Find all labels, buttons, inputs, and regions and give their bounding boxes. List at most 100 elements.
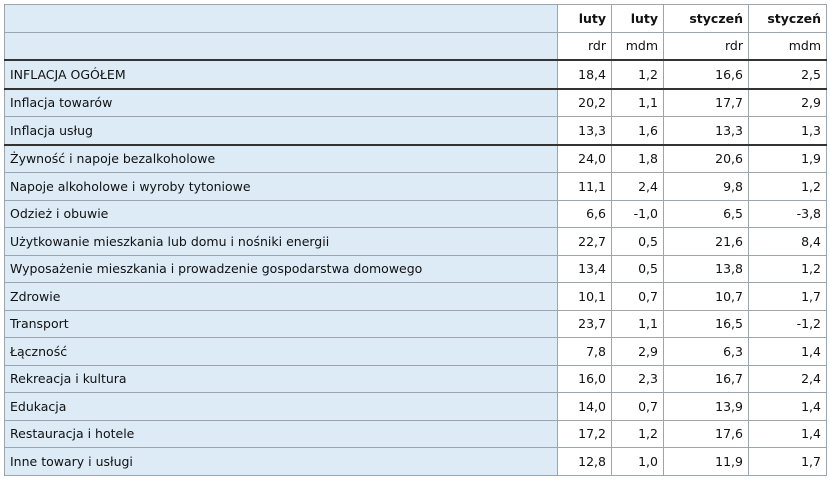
row-label-cell: Wyposażenie mieszkania i prowadzenie gos…	[4, 254, 558, 283]
value-cell: 1,4	[748, 392, 827, 421]
value-cell: 13,8	[663, 254, 749, 283]
value-cell: 6,3	[663, 337, 749, 366]
value-cell: 13,3	[663, 116, 749, 145]
header-corner-cell	[4, 4, 558, 33]
row-label-cell: Inne towary i usługi	[4, 447, 558, 476]
value-cell: 6,6	[557, 199, 612, 228]
value-cell: 23,7	[557, 309, 612, 338]
table-row: INFLACJA OGÓŁEM 18,4 1,2 16,6 2,5	[4, 59, 827, 89]
header-row-months: luty luty styczeń styczeń	[4, 4, 827, 33]
header-month-cell: styczeń	[748, 4, 827, 33]
value-cell: 1,4	[748, 419, 827, 448]
row-label-cell: INFLACJA OGÓŁEM	[4, 59, 558, 89]
row-label-cell: Użytkowanie mieszkania lub domu i nośnik…	[4, 227, 558, 256]
row-label-cell: Napoje alkoholowe i wyroby tytoniowe	[4, 172, 558, 201]
value-cell: 12,8	[557, 447, 612, 476]
inflation-table: luty luty styczeń styczeń rdr mdm rdr md…	[4, 4, 827, 476]
value-cell: 22,7	[557, 227, 612, 256]
value-cell: 2,5	[748, 59, 827, 89]
header-base-cell: mdm	[748, 31, 827, 61]
value-cell: 1,4	[748, 337, 827, 366]
value-cell: 1,7	[748, 282, 827, 311]
row-label-cell: Odzież i obuwie	[4, 199, 558, 228]
value-cell: 10,1	[557, 282, 612, 311]
table-row: Żywność i napoje bezalkoholowe 24,0 1,8 20,…	[4, 143, 827, 173]
header-row-bases: rdr mdm rdr mdm	[4, 31, 827, 61]
value-cell: 1,2	[611, 59, 664, 89]
table-body: INFLACJA OGÓŁEM 18,4 1,2 16,6 2,5 Inflacja to…	[4, 59, 827, 476]
table-row: Zdrowie 10,1 0,7 10,7 1,7	[4, 282, 827, 311]
row-label-cell: Zdrowie	[4, 282, 558, 311]
table-row: Odzież i obuwie 6,6 -1,0 6,5 -3,8	[4, 199, 827, 228]
value-cell: 16,7	[663, 364, 749, 393]
value-cell: 2,4	[611, 172, 664, 201]
value-cell: 20,2	[557, 87, 612, 117]
value-cell: -1,0	[611, 199, 664, 228]
row-label-cell: Żywność i napoje bezalkoholowe	[4, 143, 558, 173]
header-base-cell: rdr	[663, 31, 749, 61]
value-cell: 2,3	[611, 364, 664, 393]
value-cell: 17,2	[557, 419, 612, 448]
value-cell: 14,0	[557, 392, 612, 421]
value-cell: 13,3	[557, 116, 612, 145]
value-cell: 1,1	[611, 87, 664, 117]
value-cell: 11,1	[557, 172, 612, 201]
value-cell: 2,9	[611, 337, 664, 366]
value-cell: 0,5	[611, 227, 664, 256]
value-cell: 1,0	[611, 447, 664, 476]
header-base-cell: mdm	[611, 31, 664, 61]
value-cell: 1,8	[611, 143, 664, 173]
value-cell: 18,4	[557, 59, 612, 89]
row-label-cell: Restauracja i hotele	[4, 419, 558, 448]
value-cell: -3,8	[748, 199, 827, 228]
value-cell: 1,2	[748, 172, 827, 201]
value-cell: 1,1	[611, 309, 664, 338]
row-label-cell: Transport	[4, 309, 558, 338]
value-cell: 21,6	[663, 227, 749, 256]
header-corner-cell	[4, 31, 558, 61]
value-cell: 8,4	[748, 227, 827, 256]
header-month-cell: luty	[611, 4, 664, 33]
value-cell: 1,9	[748, 143, 827, 173]
row-label-cell: Łączność	[4, 337, 558, 366]
value-cell: 1,2	[748, 254, 827, 283]
header-month-cell: luty	[557, 4, 612, 33]
table-row: Rekreacja i kultura 16,0 2,3 16,7 2,4	[4, 364, 827, 393]
value-cell: 2,9	[748, 87, 827, 117]
value-cell: 10,7	[663, 282, 749, 311]
value-cell: 11,9	[663, 447, 749, 476]
value-cell: 9,8	[663, 172, 749, 201]
value-cell: 6,5	[663, 199, 749, 228]
value-cell: 1,7	[748, 447, 827, 476]
value-cell: 1,2	[611, 419, 664, 448]
value-cell: 16,0	[557, 364, 612, 393]
value-cell: 7,8	[557, 337, 612, 366]
value-cell: 2,4	[748, 364, 827, 393]
header-base-cell: rdr	[557, 31, 612, 61]
row-label-cell: Inflacja usług	[4, 116, 558, 145]
row-label-cell: Inflacja towarów	[4, 87, 558, 117]
table-row: Napoje alkoholowe i wyroby tytoniowe 11,1…	[4, 172, 827, 201]
table-row: Inflacja usług 13,3 1,6 13,3 1,3	[4, 116, 827, 145]
value-cell: 0,5	[611, 254, 664, 283]
table-row: Wyposażenie mieszkania i prowadzenie gos…	[4, 254, 827, 283]
table-row: Inne towary i usługi 12,8 1,0 11,9 1,7	[4, 447, 827, 476]
value-cell: 13,9	[663, 392, 749, 421]
row-label-cell: Rekreacja i kultura	[4, 364, 558, 393]
table-row: Restauracja i hotele 17,2 1,2 17,6 1,4	[4, 419, 827, 448]
row-label-cell: Edukacja	[4, 392, 558, 421]
value-cell: -1,2	[748, 309, 827, 338]
value-cell: 0,7	[611, 282, 664, 311]
table-row: Inflacja towarów 20,2 1,1 17,7 2,9	[4, 87, 827, 117]
header-month-cell: styczeń	[663, 4, 749, 33]
table-row: Transport 23,7 1,1 16,5 -1,2	[4, 309, 827, 338]
table-row: Łączność 7,8 2,9 6,3 1,4	[4, 337, 827, 366]
value-cell: 1,3	[748, 116, 827, 145]
value-cell: 20,6	[663, 143, 749, 173]
table-row: Użytkowanie mieszkania lub domu i nośnik…	[4, 227, 827, 256]
value-cell: 16,5	[663, 309, 749, 338]
value-cell: 16,6	[663, 59, 749, 89]
table-row: Edukacja 14,0 0,7 13,9 1,4	[4, 392, 827, 421]
value-cell: 0,7	[611, 392, 664, 421]
value-cell: 1,6	[611, 116, 664, 145]
